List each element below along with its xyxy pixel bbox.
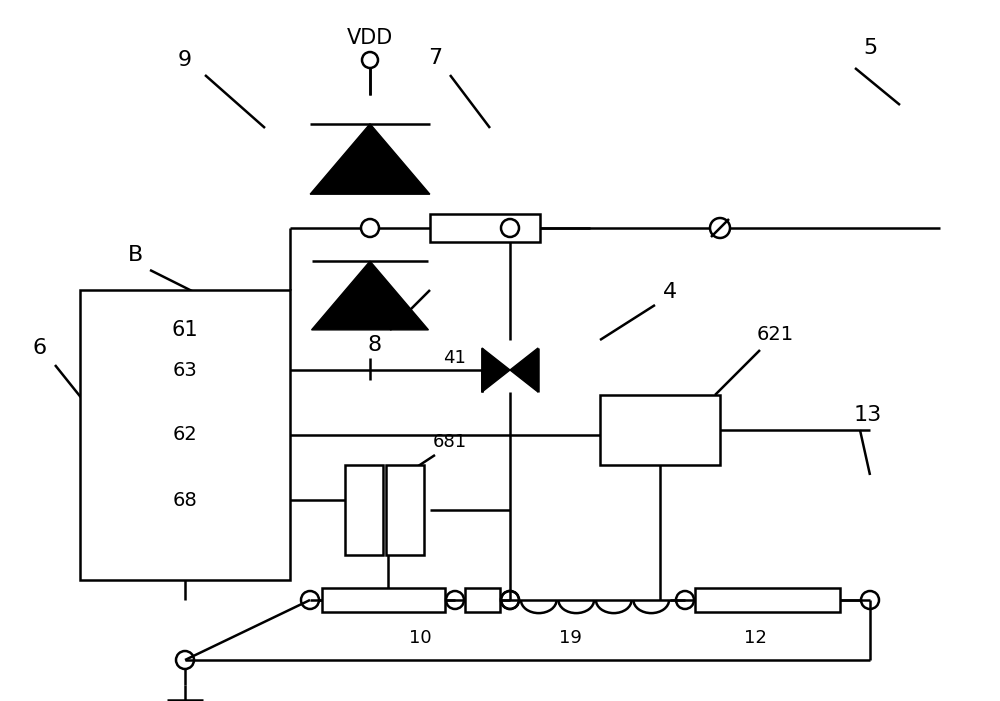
- Bar: [386, 465, 424, 555]
- Polygon shape: [482, 348, 510, 392]
- Bar: [322, 588, 445, 612]
- Polygon shape: [310, 124, 430, 194]
- Text: 68: 68: [173, 491, 197, 510]
- Bar: [695, 588, 840, 612]
- Text: 7: 7: [428, 48, 442, 68]
- Polygon shape: [312, 261, 428, 330]
- Text: 62: 62: [173, 426, 197, 444]
- Bar: [600, 395, 720, 465]
- Bar: [465, 588, 500, 612]
- Text: B: B: [127, 245, 143, 265]
- Text: 4: 4: [663, 282, 677, 302]
- Text: 10: 10: [409, 629, 431, 647]
- Text: 6: 6: [33, 338, 47, 358]
- Text: 9: 9: [178, 50, 192, 70]
- Text: VDD: VDD: [347, 28, 393, 48]
- Text: 13: 13: [854, 405, 882, 425]
- Text: 63: 63: [173, 360, 197, 379]
- Text: 8: 8: [368, 335, 382, 355]
- Text: 12: 12: [744, 629, 766, 647]
- Text: 41: 41: [444, 349, 466, 367]
- Text: 61: 61: [172, 320, 198, 340]
- Bar: [345, 465, 383, 555]
- Text: 5: 5: [863, 38, 877, 58]
- Bar: [430, 214, 540, 242]
- Bar: [80, 290, 290, 580]
- Text: 19: 19: [559, 629, 581, 647]
- Text: 681: 681: [433, 433, 467, 451]
- Text: 621: 621: [756, 325, 794, 344]
- Polygon shape: [510, 348, 538, 392]
